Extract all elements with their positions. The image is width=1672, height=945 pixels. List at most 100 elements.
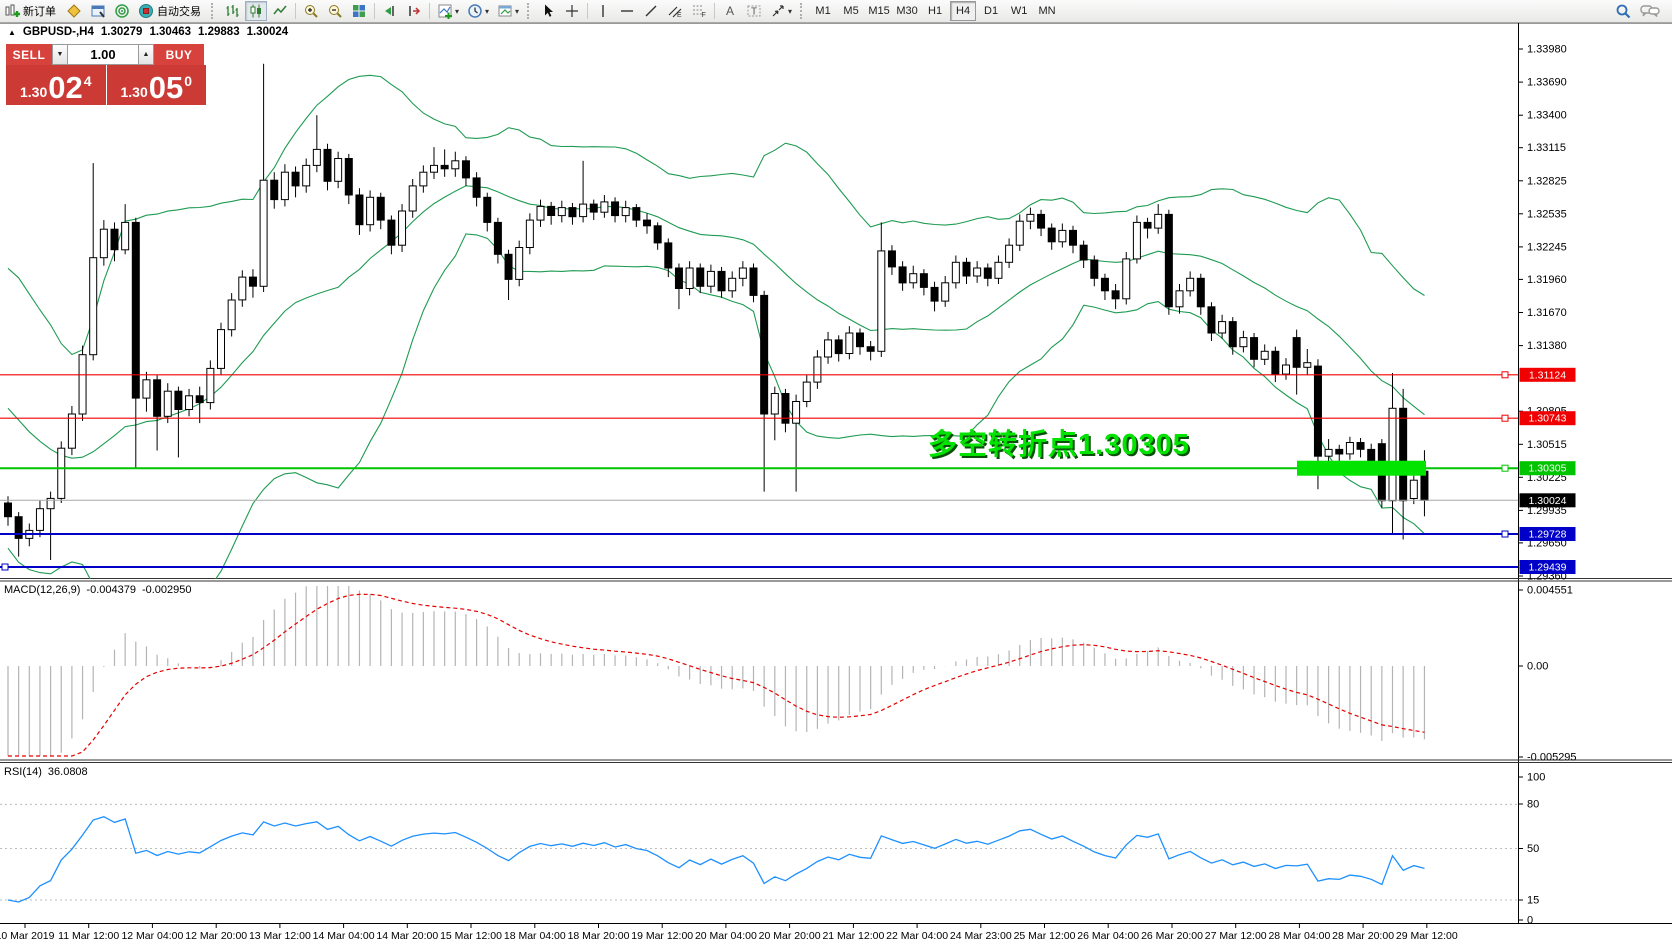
search-button[interactable] [1612,1,1635,21]
sell-button[interactable]: SELL [6,44,52,65]
vertical-line-tool-button[interactable] [592,1,614,21]
cursor-tool-button[interactable] [537,1,559,21]
crosshair-icon [566,5,579,17]
rsi-panel[interactable] [0,803,1518,903]
toolbar-grip[interactable] [527,3,532,19]
candle-body [153,379,162,417]
price-tick-label: 1.33690 [1527,77,1567,89]
candle-body [930,286,939,302]
strategy-tester-button[interactable] [111,1,133,21]
periods-button[interactable]: ▾ [464,1,492,21]
arrows-tool-button[interactable]: ▾ [767,1,795,21]
candle-body [4,502,12,518]
crosshair-tool-button[interactable] [561,1,583,21]
candle-body [46,497,55,510]
buy-price-display[interactable]: 1.30 05 0 [106,65,206,105]
tile-windows-button[interactable] [348,1,370,21]
time-tick-label: 18 Mar 04:00 [504,930,566,942]
toolbar: 新订单 自动交易 ▾ ▾ [0,0,1672,23]
market-watch-button[interactable] [63,1,85,21]
sell-price-sup: 4 [83,73,92,89]
annotation-text[interactable]: 多空转折点1.30305 [928,429,1190,461]
hline-handle[interactable] [1,563,9,571]
autotrading-button[interactable]: 自动交易 [135,1,206,21]
tf-w1-button[interactable]: W1 [1010,5,1028,17]
horizontal-lines [0,371,1518,571]
zoom-out-icon [329,5,342,18]
main-chart-panel[interactable] [4,63,1429,632]
tf-h4-button[interactable]: H4 [950,1,977,21]
line-chart-icon [273,5,287,15]
candle-body [706,270,715,287]
horizontal-line-icon [621,10,634,12]
buy-price-prefix: 1.30 [120,84,148,100]
sell-price-display[interactable]: 1.30 02 4 [6,65,106,105]
line-chart-type-button[interactable] [269,1,291,21]
zoom-in-button[interactable] [300,1,322,21]
buy-button[interactable]: BUY [154,44,204,65]
toolbar-grip[interactable] [211,3,216,19]
volume-decrease-button[interactable]: ▼ [52,44,68,65]
toolbar-grip[interactable] [800,3,805,19]
bar-chart-type-button[interactable] [221,1,243,21]
tf-m1-button[interactable]: M1 [815,5,831,17]
tf-m15-button[interactable]: M15 [868,5,890,17]
volume-input[interactable] [68,44,138,65]
annotation-bar[interactable] [1297,460,1426,476]
chat-button[interactable] [1637,1,1663,21]
horizontal-line-tool-button[interactable] [616,1,638,21]
price-tick-label: 1.33400 [1527,110,1567,122]
candle-body [217,329,225,369]
indicators-button[interactable]: ▾ [434,1,462,21]
tf-h1-button[interactable]: H1 [928,5,943,17]
price-tick-label: 1.32825 [1527,175,1567,187]
cursor-icon [545,4,554,17]
rsi-axis-label: 50 [1527,843,1539,855]
hline-handle[interactable] [1501,530,1509,538]
time-tick-label: 25 Mar 12:00 [1014,930,1076,942]
rsi-value: 36.0808 [47,766,88,778]
tf-m30-button[interactable]: M30 [896,5,918,17]
candle-body [1356,442,1365,450]
zoom-out-button[interactable] [324,1,346,21]
channel-tool-button[interactable]: E [664,1,686,21]
text-label-tool-button[interactable]: T [743,1,765,21]
macd-panel[interactable] [7,586,1426,757]
macd-name: MACD(12,26,9) [4,584,81,596]
trendline-tool-button[interactable] [640,1,662,21]
candle-body [1399,407,1408,502]
candle-body [973,267,982,277]
candle-body [557,207,566,217]
tf-m5-button[interactable]: M5 [843,5,859,17]
tf-mn-button[interactable]: MN [1038,5,1056,17]
candle-body [994,261,1003,279]
candle-body [472,177,481,198]
hline-handle[interactable] [1501,371,1509,379]
bar-chart-icon [226,5,239,17]
candle-body [589,203,598,213]
candlestick-chart-type-button[interactable] [245,1,267,21]
macd-axis-label: 0.00 [1527,661,1548,673]
text-tool-button[interactable]: A [719,1,741,21]
auto-scroll-button[interactable] [379,1,401,21]
volume-increase-button[interactable]: ▲ [138,44,154,65]
candle-body [664,242,673,269]
candle-body [856,332,864,348]
tf-d1-button[interactable]: D1 [984,5,999,17]
hline-handle[interactable] [1501,414,1509,422]
rsi-name: RSI(14) [4,766,42,778]
hline-handle[interactable] [1501,464,1509,472]
templates-button[interactable]: ▾ [494,1,522,21]
candle-body [515,247,524,280]
price-badge [1519,367,1576,382]
chart-window-button[interactable] [87,1,109,21]
candle-body [770,393,779,415]
new-order-button[interactable]: 新订单 [1,1,61,21]
candle-body [1313,365,1322,457]
collapse-trade-panel-icon[interactable]: ▲ [8,27,16,37]
fibonacci-tool-button[interactable]: F [688,1,710,21]
time-tick-label: 15 Mar 12:00 [440,930,502,942]
chart-shift-button[interactable] [403,1,425,21]
